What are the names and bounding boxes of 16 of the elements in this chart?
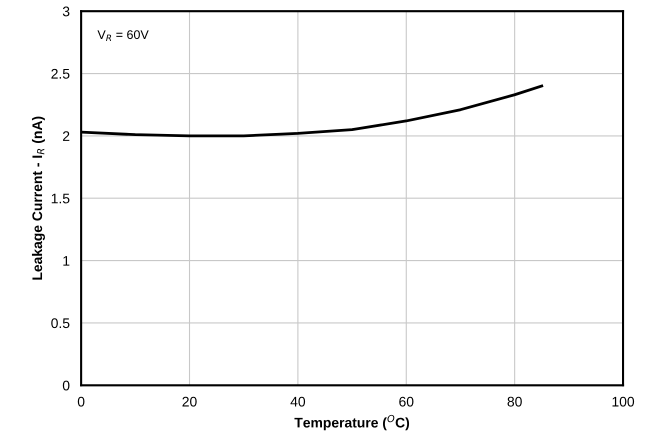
annotation: V$_{R}$ = 60V: [97, 30, 149, 41]
y-tick-label: 2: [62, 131, 70, 141]
x-tick-label: 0: [78, 396, 84, 407]
x-tick-label: 20: [182, 396, 197, 407]
x-tick-label: 40: [290, 396, 306, 407]
x-axis-title: Temperature ($^{O}$C): [294, 414, 410, 430]
y-tick-label: 1.5: [52, 194, 70, 204]
y-tick-label: 0: [62, 380, 70, 390]
y-axis-title: Leakage Current - I$_{R}$ (nA): [32, 116, 45, 280]
x-tick-label: 80: [508, 396, 522, 407]
y-tick-label: 1: [63, 256, 70, 266]
x-tick-label: 60: [399, 396, 414, 407]
y-tick-label: 3: [62, 6, 70, 16]
y-tick-label: 0.5: [51, 318, 70, 328]
y-tick-label: 2.5: [51, 68, 70, 79]
x-tick-label: 100: [612, 396, 634, 407]
